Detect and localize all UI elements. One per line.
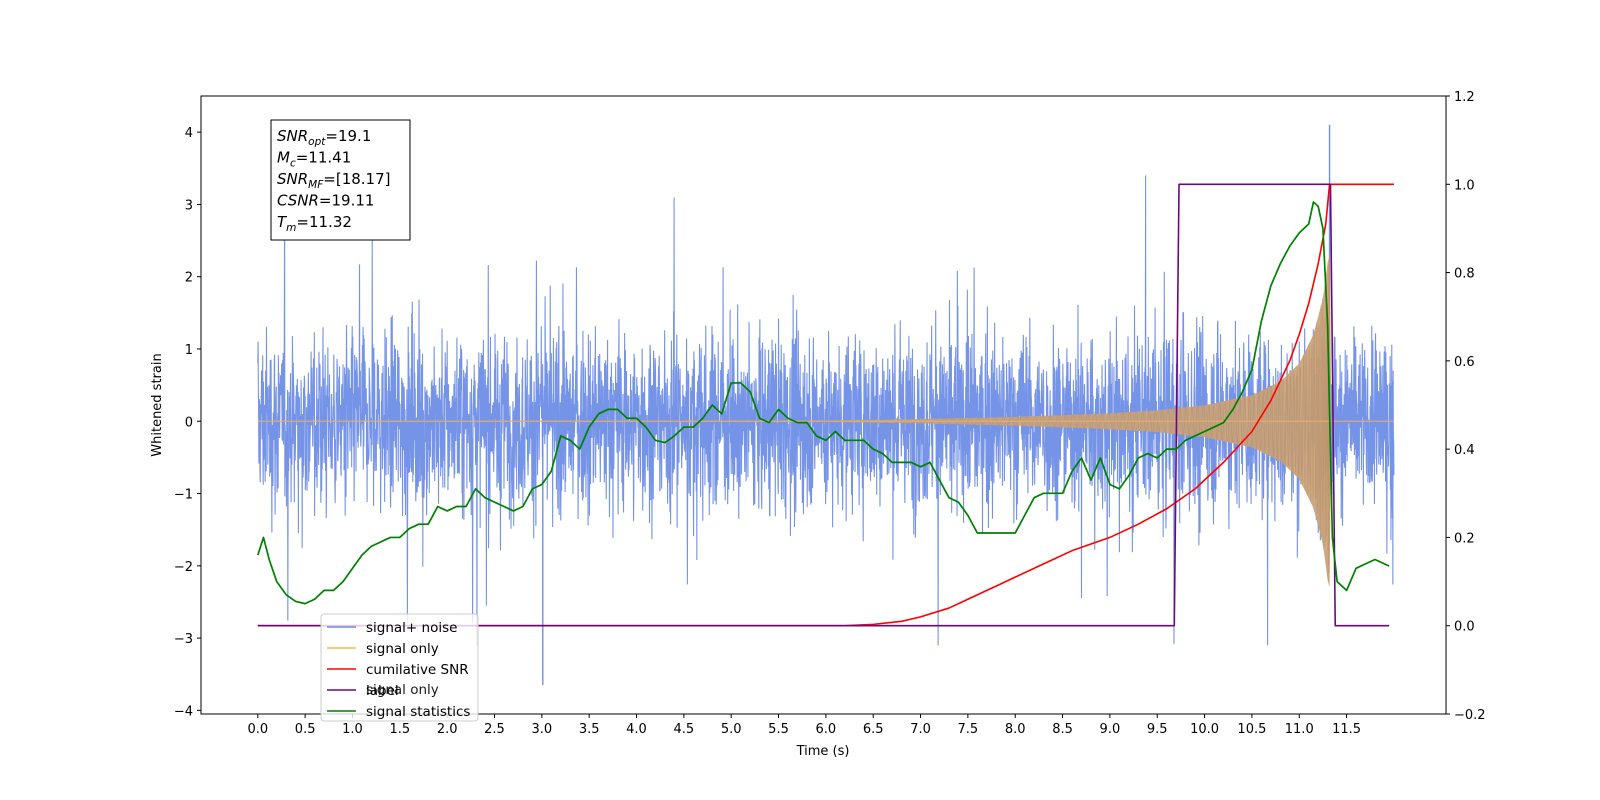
info-line: Tm=11.32 (277, 213, 352, 234)
info-line-symbol: T (277, 213, 288, 231)
info-line-symbol: CSNR (277, 192, 319, 210)
legend-label: signal+ noise (366, 620, 457, 636)
info-line-subscript: m (286, 222, 296, 234)
legend-label: signal only (366, 641, 439, 657)
legend: signal only signal+ noise signal only cumil… (320, 613, 479, 722)
x-tick-label: 3.0 (531, 722, 552, 737)
info-line-symbol: M (277, 149, 290, 167)
x-tick-label: 11.0 (1285, 722, 1314, 737)
x-tick-label: 0.0 (247, 722, 268, 737)
legend-frame (320, 613, 479, 722)
y2-tick-label: 0.8 (1454, 267, 1475, 282)
y2-tick-label: 1.2 (1454, 90, 1475, 105)
info-line-value: =11.41 (296, 149, 352, 167)
legend-label: cumilative SNR (366, 662, 469, 678)
info-box-frame (270, 119, 411, 241)
plot-frame (200, 95, 1447, 715)
x-tick-label: 2.0 (437, 722, 458, 737)
x-tick-label: 10.5 (1237, 722, 1266, 737)
y-tick-label: 0 (185, 415, 193, 430)
y-tick-label: 2 (185, 271, 193, 286)
x-tick-label: 4.5 (674, 722, 695, 737)
info-line-value: =19.11 (319, 192, 375, 210)
legend-label: signal statistics (366, 704, 470, 720)
x-tick-label: 7.5 (958, 722, 979, 737)
x-tick-label: 10.0 (1190, 722, 1219, 737)
info-line: Mc=11.41 (277, 149, 351, 170)
x-tick-label: 3.5 (579, 722, 600, 737)
y-tick-label: −4 (174, 704, 193, 719)
y-axis-title: Whitened strain (150, 353, 165, 456)
signal-only-series (257, 255, 1394, 588)
info-line-symbol: SNR (277, 170, 308, 188)
info-line: CSNR=19.11 (277, 192, 374, 210)
x-tick-label: 2.5 (484, 722, 505, 737)
label-line (257, 183, 1390, 627)
info-line: SNRMF=[18.17] (277, 170, 391, 191)
x-tick-label: 5.0 (721, 722, 742, 737)
y-tick-label: −3 (174, 632, 193, 647)
signal-statistics-line (257, 201, 1390, 605)
y2-tick-label: 0.2 (1454, 531, 1475, 546)
x-tick-label: 6.5 (863, 722, 884, 737)
x-tick-label: 9.0 (1100, 722, 1121, 737)
y2-tick-label: 1.0 (1454, 178, 1475, 193)
y2-tick-label: −0.2 (1454, 708, 1486, 723)
info-line-symbol: SNR (277, 127, 308, 145)
x-tick-label: 4.0 (626, 722, 647, 737)
legend-label: label (366, 683, 399, 699)
info-line: SNRopt=19.1 (277, 127, 371, 148)
x-tick-label: 8.5 (1052, 722, 1073, 737)
info-line-value: =11.32 (296, 213, 352, 231)
info-line-value: =[18.17] (323, 170, 390, 188)
info-line-subscript: MF (308, 179, 324, 191)
x-tick-label: 0.5 (295, 722, 316, 737)
overlay-series (257, 183, 1394, 627)
y2-tick-label: 0.4 (1454, 443, 1475, 458)
info-line-subscript: opt (308, 136, 326, 148)
cumilative-snr-line (257, 183, 1394, 627)
axes: 0.0 0.5 1.0 1.5 2.0 2.5 3.0 3.5 4.0 4.5 5.0 5.5 6.0 6… (174, 90, 1486, 737)
y2-tick-label: 0.0 (1454, 620, 1475, 635)
x-tick-label: 1.0 (342, 722, 363, 737)
y-tick-label: 1 (185, 343, 193, 358)
y2-tick-label: 0.6 (1454, 355, 1475, 370)
info-line-value: =19.1 (325, 127, 371, 145)
x-tick-label: 1.5 (389, 722, 410, 737)
y-tick-label: 3 (185, 198, 193, 213)
x-tick-label: 6.0 (816, 722, 837, 737)
y-tick-label: 4 (185, 126, 193, 141)
x-tick-label: 9.5 (1147, 722, 1168, 737)
y-tick-label: −2 (174, 560, 193, 575)
x-tick-label: 11.5 (1332, 722, 1361, 737)
legend-ghost-text: signal only (366, 682, 439, 698)
x-tick-label: 5.5 (768, 722, 789, 737)
info-box: SNRopt=19.1Mc=11.41SNRMF=[18.17]CSNR=19.… (270, 119, 411, 241)
x-tick-label: 7.0 (910, 722, 931, 737)
x-axis-title: Time (s) (796, 744, 850, 759)
x-tick-label: 8.0 (1005, 722, 1026, 737)
y-tick-label: −1 (174, 488, 193, 503)
info-line-subscript: c (290, 158, 296, 170)
